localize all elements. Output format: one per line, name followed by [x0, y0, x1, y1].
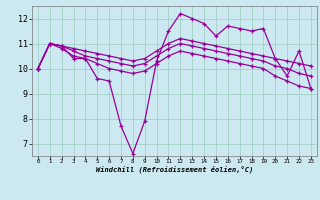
X-axis label: Windchill (Refroidissement éolien,°C): Windchill (Refroidissement éolien,°C)	[96, 166, 253, 173]
